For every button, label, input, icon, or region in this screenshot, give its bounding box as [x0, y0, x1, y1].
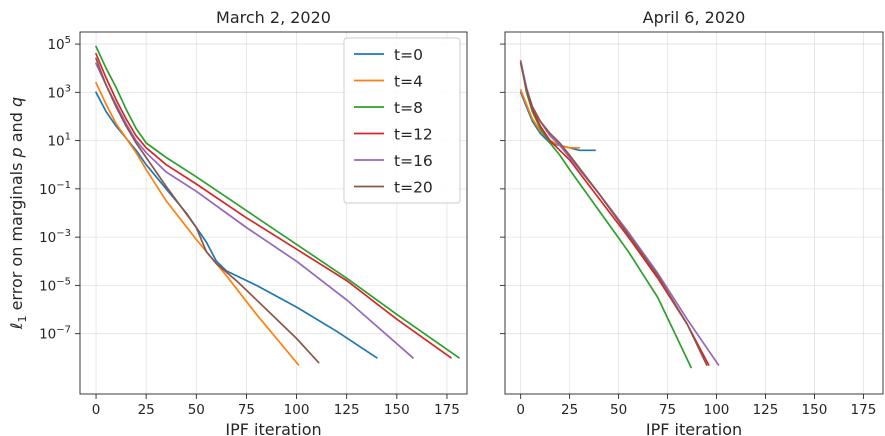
series-line-t-20 [519, 62, 708, 366]
x-tick-label: 100 [284, 402, 310, 418]
series-line-t-20 [95, 57, 320, 364]
series-line-t-12 [95, 52, 452, 359]
x-tick-label: 50 [610, 402, 627, 418]
plot-frame [79, 31, 468, 395]
series-line-t-16 [519, 60, 720, 366]
x-tick-label: 75 [659, 402, 676, 418]
panel-april: 0 25 50 75 100 125 150 175 April 6, 2020 IPF iter… [500, 8, 884, 436]
y-tick-label: 10−7 [39, 325, 71, 343]
x-tick-label: 0 [92, 402, 101, 418]
y-axis-label: ℓ1 error on marginals p and q [7, 97, 29, 330]
y-tick-label: 103 [47, 83, 71, 101]
x-tick-label: 175 [851, 402, 877, 418]
x-tick-label: 175 [434, 402, 460, 418]
legend-label: t=20 [394, 179, 433, 197]
chart-title: March 2, 2020 [216, 8, 331, 27]
x-tick-label: 25 [561, 402, 578, 418]
legend-label: t=8 [394, 99, 423, 117]
series-line-t-4 [95, 81, 300, 366]
y-tick-label: 10−1 [39, 180, 71, 198]
legend-label: t=4 [394, 73, 423, 91]
y-tick-label: 105 [47, 35, 71, 53]
chart-title: April 6, 2020 [643, 8, 746, 27]
series-line-t-8 [519, 60, 692, 369]
x-tick-label: 75 [238, 402, 255, 418]
y-tick-label: 101 [47, 132, 71, 150]
x-tick-label: 100 [704, 402, 730, 418]
x-axis-label: IPF iteration [646, 420, 742, 436]
legend-box [343, 37, 461, 204]
x-tick-label: 50 [188, 402, 205, 418]
legend-label: t=16 [394, 152, 433, 170]
x-tick-label: 150 [802, 402, 828, 418]
y-tick-label: 10−5 [39, 276, 71, 294]
x-tick-label: 125 [334, 402, 360, 418]
x-tick-label: 150 [384, 402, 410, 418]
y-tick-label: 10−3 [39, 228, 71, 246]
x-tick-label: 25 [138, 402, 155, 418]
legend-label: t=12 [394, 126, 433, 144]
panel-march: 0 25 50 75 100 125 150 175 105 103 101 10−1 10−3 10−5… [7, 8, 468, 436]
x-tick-label: 0 [516, 402, 525, 418]
plot-frame [504, 31, 884, 395]
x-axis-label: IPF iteration [225, 420, 321, 436]
x-tick-label: 125 [753, 402, 779, 418]
legend-label: t=0 [394, 46, 423, 64]
series-line-t-8 [95, 45, 460, 359]
